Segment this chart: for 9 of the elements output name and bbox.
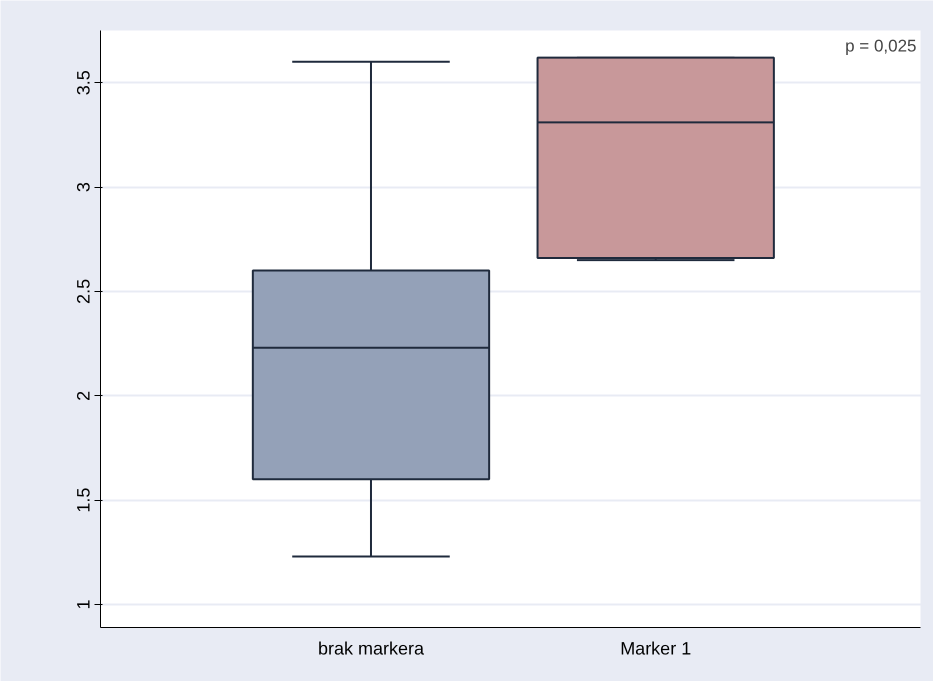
x-tick-label: brak markera: [318, 638, 425, 658]
y-tick-label: 2: [74, 390, 94, 401]
y-tick-label: 3: [74, 182, 94, 192]
y-tick-label: 1.5: [74, 488, 94, 513]
y-tick-label: 3.5: [74, 70, 94, 96]
y-tick-label: 2.5: [74, 278, 94, 304]
x-tick-label: Marker 1: [620, 638, 692, 658]
annotation: p = 0,025: [845, 36, 917, 56]
y-tick-label: 1: [74, 600, 94, 610]
